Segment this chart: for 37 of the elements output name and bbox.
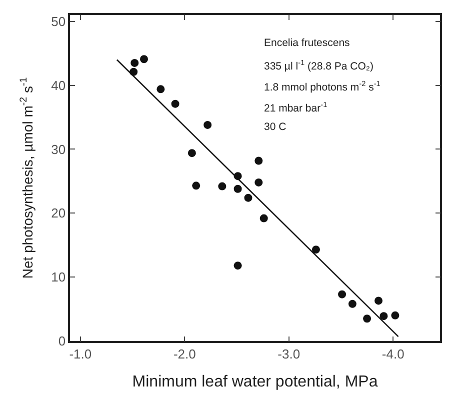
point xyxy=(260,214,268,222)
point xyxy=(380,312,388,320)
point xyxy=(374,296,383,305)
y-tick-label: 40 xyxy=(51,78,66,93)
annotation: 30 C xyxy=(264,121,287,133)
point xyxy=(140,55,148,64)
annotation: 21 mbar bar$^{-1}$ xyxy=(264,100,328,114)
y-tick-label: 0 xyxy=(58,334,66,349)
point xyxy=(312,246,320,254)
point xyxy=(348,300,356,308)
y-tick-label: 30 xyxy=(51,142,66,157)
y-tick-label: 50 xyxy=(51,14,66,29)
point xyxy=(363,314,372,323)
point xyxy=(338,290,346,298)
point xyxy=(156,85,165,94)
point xyxy=(188,149,196,158)
point xyxy=(254,156,263,165)
point xyxy=(218,182,226,190)
x-tick-label: -2.0 xyxy=(173,346,196,362)
point xyxy=(244,194,252,202)
point xyxy=(234,262,242,270)
x-axis-title: Minimum leaf water potential, MPa xyxy=(132,374,378,391)
point xyxy=(234,184,242,193)
x-tick-label: -3.0 xyxy=(278,346,300,362)
y-tick-label: 10 xyxy=(51,270,66,285)
x-tick-label: -4.0 xyxy=(382,346,404,362)
annotation: 1.8 mmol photons m$^{-2}$ s$^{-1}$ xyxy=(264,79,380,94)
point xyxy=(192,182,200,190)
point xyxy=(204,120,212,129)
point xyxy=(254,178,263,186)
x-tick-label: -1.0 xyxy=(69,346,92,362)
annotation: 335 µl l$^{-1}$ (28.8 Pa CO₂) xyxy=(264,58,374,72)
annotation: Encelia frutescens xyxy=(264,37,350,49)
y-tick-label: 20 xyxy=(51,206,66,221)
point xyxy=(171,100,180,108)
point xyxy=(391,311,400,320)
point xyxy=(130,58,139,67)
